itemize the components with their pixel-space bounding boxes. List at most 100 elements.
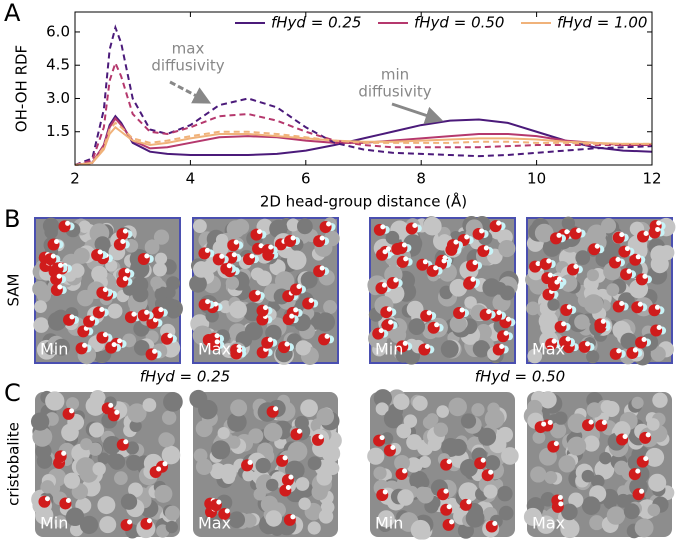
- atom: [408, 318, 426, 335]
- atom: [390, 444, 396, 450]
- atom: [601, 420, 607, 426]
- atom: [635, 468, 641, 474]
- atom: [401, 282, 414, 295]
- atom: [600, 318, 606, 324]
- atom: [546, 258, 552, 264]
- atom: [471, 403, 485, 417]
- atom: [655, 226, 661, 232]
- atom: [440, 340, 459, 358]
- atom: [594, 243, 600, 249]
- atom: [460, 413, 477, 429]
- atom: [634, 518, 654, 538]
- atom: [144, 253, 150, 259]
- atom: [532, 430, 546, 444]
- group-label: fHyd = 0.50: [475, 368, 565, 386]
- atom: [262, 305, 268, 311]
- atom: [287, 250, 307, 270]
- atom: [412, 395, 428, 411]
- annotation: min: [381, 66, 409, 84]
- atom: [561, 503, 578, 521]
- atom: [54, 239, 60, 245]
- atom: [406, 300, 424, 318]
- atom: [274, 271, 295, 291]
- atom: [620, 332, 637, 350]
- series-line: [74, 125, 652, 166]
- atom: [418, 455, 431, 468]
- atom: [497, 485, 513, 502]
- atom: [393, 393, 410, 410]
- image-label: Max: [532, 514, 565, 533]
- atom: [626, 268, 632, 274]
- atom: [583, 294, 604, 314]
- atom: [642, 273, 648, 279]
- atom: [124, 268, 130, 274]
- atom: [47, 311, 67, 331]
- atom: [286, 218, 300, 232]
- atom: [377, 510, 395, 528]
- atom: [556, 232, 562, 238]
- atom: [268, 244, 274, 250]
- atom: [108, 402, 114, 408]
- atom: [484, 408, 505, 429]
- atom: [307, 521, 321, 535]
- atom: [114, 409, 120, 415]
- atom: [554, 279, 560, 285]
- atom: [654, 304, 660, 310]
- atom: [236, 348, 242, 354]
- y-tick-label: 4.5: [46, 56, 70, 74]
- atom: [622, 434, 628, 440]
- atom: [50, 253, 56, 259]
- atom: [295, 477, 310, 491]
- atom: [102, 287, 108, 293]
- atom: [255, 457, 271, 474]
- atom: [158, 432, 174, 448]
- atom: [152, 348, 158, 354]
- atom: [33, 317, 49, 333]
- atom: [69, 523, 84, 537]
- atom: [536, 515, 556, 534]
- atom: [385, 246, 391, 252]
- image-label: Min: [40, 514, 68, 533]
- atom: [142, 398, 157, 412]
- atom: [127, 519, 133, 525]
- atom: [449, 315, 467, 333]
- snapshot-image: [30, 390, 183, 539]
- atom: [211, 440, 231, 460]
- atom: [242, 469, 255, 482]
- atom: [107, 303, 123, 319]
- snapshot-image: [367, 216, 519, 365]
- x-tick-label: 6: [301, 170, 311, 188]
- series-line: [74, 60, 652, 166]
- snapshot-image: [32, 217, 183, 365]
- atom: [123, 439, 129, 445]
- atom: [32, 280, 48, 297]
- atom: [214, 333, 220, 339]
- atom: [459, 459, 478, 477]
- atom: [289, 313, 295, 319]
- atom: [57, 284, 63, 290]
- atom: [97, 249, 103, 255]
- atom: [189, 274, 207, 293]
- atom: [230, 399, 248, 417]
- atom: [295, 340, 311, 356]
- atom: [581, 496, 601, 515]
- atom: [448, 397, 467, 417]
- atom: [255, 290, 261, 296]
- atom: [164, 505, 180, 521]
- atom: [56, 273, 62, 279]
- atom: [40, 480, 55, 494]
- atom: [265, 478, 279, 492]
- atom: [656, 325, 662, 331]
- atom: [433, 265, 439, 271]
- atom: [263, 422, 283, 442]
- atom: [85, 395, 106, 416]
- y-axis-label: OH-OH RDF: [13, 45, 31, 132]
- atom: [573, 263, 579, 269]
- atom: [466, 499, 472, 505]
- atom: [386, 306, 392, 312]
- atom: [296, 283, 302, 289]
- atom: [464, 234, 470, 240]
- x-tick-label: 8: [416, 170, 426, 188]
- atom: [401, 242, 407, 248]
